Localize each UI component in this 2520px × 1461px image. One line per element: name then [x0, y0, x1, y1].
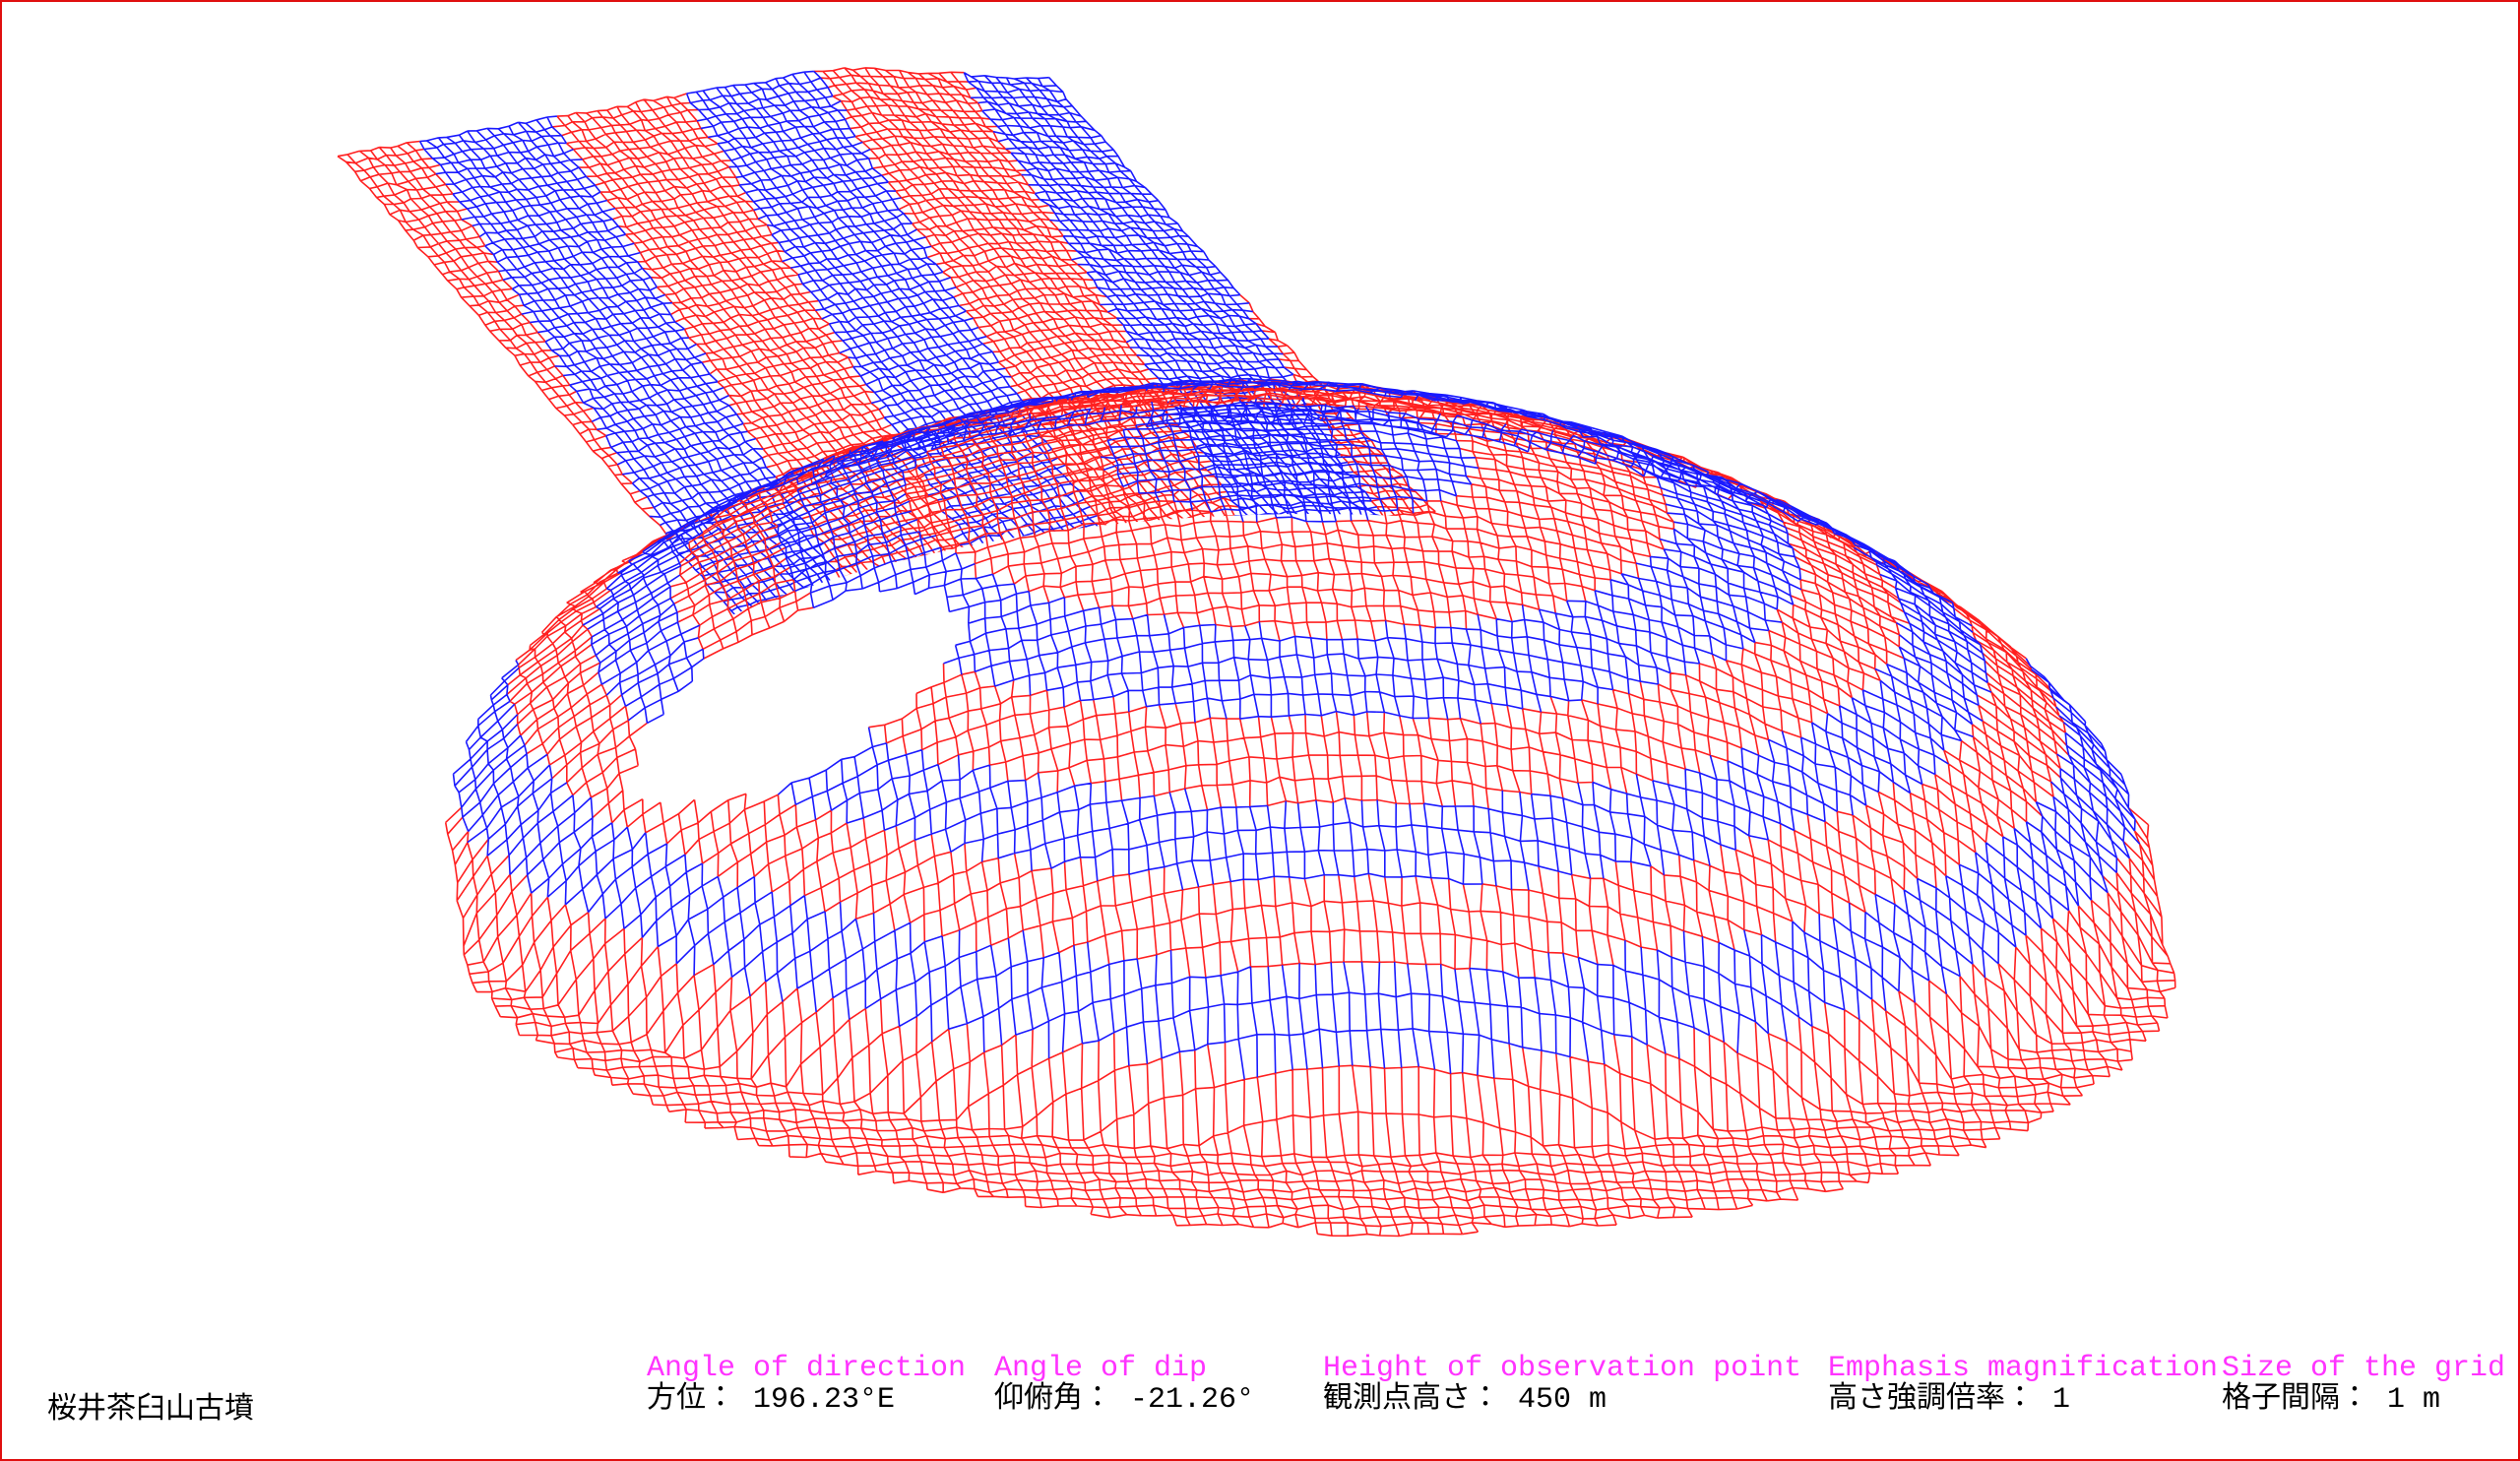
parameter: Angle of direction 方位： 196.23°E — [647, 1353, 966, 1416]
parameter-value: 高さ強調倍率： 1 — [1828, 1383, 2071, 1417]
wireframe-view — [337, 67, 2176, 1262]
mound-blue — [452, 377, 2141, 1080]
parameter-label: Emphasis magnification — [1828, 1352, 2219, 1385]
parameter-value: 格子間隔： 1 m — [2222, 1383, 2441, 1417]
parameter: Height of observation point 観測点高さ： 450 m — [1323, 1353, 1801, 1416]
parameter: Emphasis magnification 高さ強調倍率： 1 — [1828, 1353, 2218, 1416]
parameter-value: 方位： 196.23°E — [647, 1383, 896, 1417]
parameter-label: Angle of direction — [647, 1352, 967, 1385]
parameter-label: Height of observation point — [1323, 1352, 1802, 1385]
site-title: 桜井茶臼山古墳 — [47, 1394, 254, 1428]
parameter: Size of the grid 格子間隔： 1 m — [2222, 1353, 2505, 1416]
parameter-label: Size of the grid — [2222, 1352, 2506, 1385]
parameter: Angle of dip 仰俯角： -21.26° — [994, 1353, 1254, 1416]
parameter-value: 仰俯角： -21.26° — [994, 1383, 1255, 1417]
parameter-value: 観測点高さ： 450 m — [1323, 1383, 1607, 1417]
parameter-label: Angle of dip — [994, 1352, 1208, 1385]
mound-red — [444, 378, 2176, 1238]
